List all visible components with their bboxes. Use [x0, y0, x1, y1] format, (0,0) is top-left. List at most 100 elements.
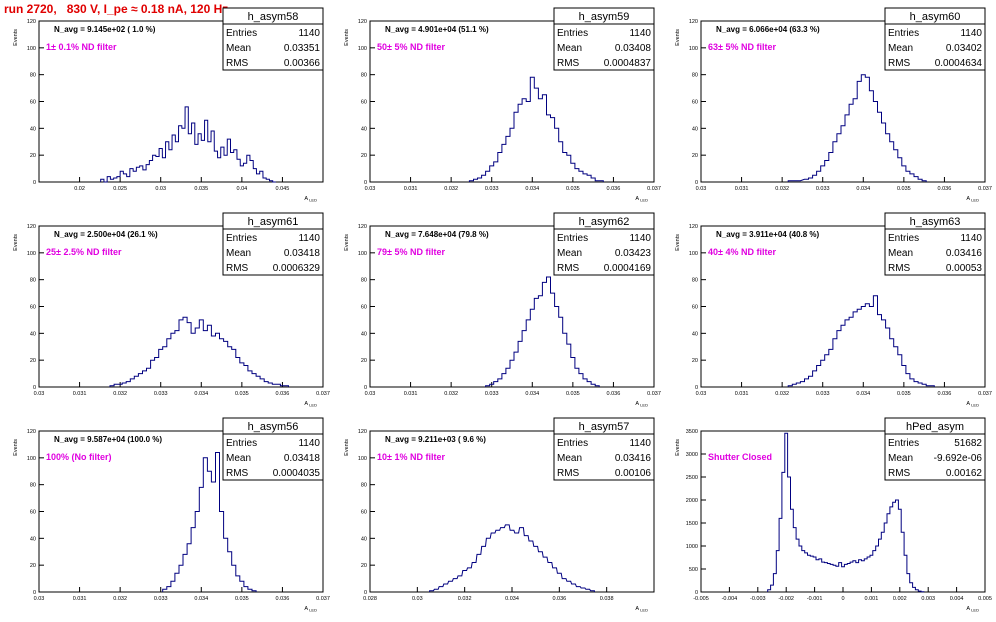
- histogram-title: h_asym63: [910, 216, 961, 228]
- y-tick-label: 40: [361, 126, 367, 132]
- y-tick-label: 120: [689, 19, 698, 25]
- histogram-series: [100, 106, 276, 183]
- histogram-title: h_asym62: [579, 216, 630, 228]
- stats-label: Mean: [888, 248, 913, 259]
- x-tick-label: 0.02: [74, 186, 85, 192]
- stats-value: 0.03351: [284, 43, 321, 54]
- stats-box: [222, 228, 324, 276]
- x-tick-label: 0.036: [607, 391, 621, 397]
- stats-box: [884, 228, 986, 276]
- stats-label: Mean: [226, 248, 251, 259]
- y-axis-label: Events: [13, 439, 19, 456]
- y-tick-label: 60: [30, 510, 36, 516]
- x-tick-label: 0.033: [485, 186, 499, 192]
- stats-value: 0.03408: [615, 43, 652, 54]
- y-tick-label: 40: [692, 331, 698, 337]
- x-tick-label: 0.031: [404, 391, 418, 397]
- y-tick-label: 0: [695, 590, 698, 596]
- histogram-title: h_asym60: [910, 11, 961, 23]
- stats-box: [222, 23, 324, 71]
- x-tick-label: 0.032: [113, 391, 127, 397]
- histogram-panel-h_asym62: 0 20 40 60 80 100 120 0.03 0.031 0.032 0.033 0.034 0…: [344, 212, 661, 408]
- stats-value: 0.0006329: [273, 263, 321, 274]
- y-axis-label: Events: [344, 29, 350, 46]
- stats-value: 0.03402: [946, 43, 983, 54]
- stats-label: Entries: [557, 438, 588, 449]
- annotation: 63± 5% ND filter: [708, 42, 776, 52]
- y-tick-label: 60: [692, 305, 698, 311]
- y-tick-label: 3000: [686, 452, 698, 458]
- histogram-panel-h_asym57: 0 20 40 60 80 100 120 0.028 0.03 0.032 0.034 0.036 0…: [344, 417, 655, 613]
- x-tick-label: 0.037: [316, 596, 330, 602]
- x-tick-label: 0.036: [552, 596, 566, 602]
- histogram-series: [429, 524, 595, 592]
- x-tick-label: 0.002: [893, 596, 907, 602]
- stats-label: Entries: [557, 28, 588, 39]
- y-tick-label: 80: [361, 278, 367, 284]
- annotation: 10± 1% ND filter: [377, 452, 445, 462]
- stats-label: RMS: [888, 263, 911, 274]
- x-tick-label: 0.035: [235, 391, 249, 397]
- histogram-title: h_asym56: [248, 421, 299, 433]
- stats-label: RMS: [888, 58, 911, 69]
- y-tick-label: 0: [364, 180, 367, 186]
- y-tick-label: 60: [361, 100, 367, 106]
- annotation: N_avg = 7.648e+04 (79.8 %): [385, 230, 489, 239]
- x-tick-label: 0.034: [856, 186, 870, 192]
- y-tick-label: 20: [361, 153, 367, 159]
- x-axis-label: A LED: [635, 606, 648, 613]
- y-tick-label: 1500: [686, 521, 698, 527]
- y-tick-label: 20: [30, 153, 36, 159]
- x-tick-label: 0.033: [816, 391, 830, 397]
- y-tick-label: 20: [692, 153, 698, 159]
- x-axis-label: A LED: [966, 606, 979, 613]
- annotation: N_avg = 3.911e+04 (40.8 %): [716, 230, 820, 239]
- x-tick-label: 0.03: [696, 391, 707, 397]
- stats-value: 0.00053: [946, 263, 983, 274]
- x-tick-label: 0.037: [978, 391, 992, 397]
- x-tick-label: 0.03: [34, 596, 45, 602]
- x-axis-label: A LED: [966, 196, 979, 203]
- stats-value: 0.0004169: [604, 263, 652, 274]
- stats-label: Mean: [557, 453, 582, 464]
- stats-label: RMS: [557, 263, 580, 274]
- annotation: 25± 2.5% ND filter: [46, 247, 122, 257]
- y-axis-label: Events: [675, 234, 681, 251]
- x-tick-label: 0.03: [34, 391, 45, 397]
- y-tick-label: 1000: [686, 544, 698, 550]
- y-tick-label: 20: [30, 358, 36, 364]
- x-tick-label: 0.033: [816, 186, 830, 192]
- x-tick-label: 0.032: [775, 186, 789, 192]
- stats-value: 0.03418: [284, 453, 321, 464]
- x-tick-label: 0.035: [235, 596, 249, 602]
- x-tick-label: 0.03: [696, 186, 707, 192]
- y-tick-label: 100: [27, 46, 36, 52]
- y-tick-label: 40: [30, 126, 36, 132]
- stats-value: 1140: [629, 28, 651, 39]
- stats-label: RMS: [557, 58, 580, 69]
- y-tick-label: 120: [27, 429, 36, 435]
- histogram-panel-h_asym56: 0 20 40 60 80 100 120 0.03 0.031 0.032 0.033 0.034 0…: [13, 417, 330, 613]
- stats-value: 1140: [629, 438, 651, 449]
- y-tick-label: 120: [27, 224, 36, 230]
- y-tick-label: 80: [361, 73, 367, 79]
- y-tick-label: 120: [689, 224, 698, 230]
- stats-label: Mean: [888, 453, 913, 464]
- x-tick-label: 0.037: [647, 391, 661, 397]
- x-tick-label: 0.025: [113, 186, 127, 192]
- x-tick-label: 0.038: [600, 596, 614, 602]
- y-tick-label: 100: [358, 456, 367, 462]
- y-tick-label: 20: [361, 563, 367, 569]
- y-axis-label: Events: [344, 234, 350, 251]
- x-axis-label: A LED: [304, 401, 317, 408]
- x-axis-label: A LED: [304, 196, 317, 203]
- x-tick-label: 0.036: [276, 391, 290, 397]
- x-tick-label: 0.031: [404, 186, 418, 192]
- x-tick-label: 0.035: [194, 186, 208, 192]
- x-tick-label: 0.034: [505, 596, 519, 602]
- x-tick-label: 0.034: [856, 391, 870, 397]
- stats-label: Mean: [226, 43, 251, 54]
- annotation: N_avg = 6.066e+04 (63.3 %): [716, 25, 820, 34]
